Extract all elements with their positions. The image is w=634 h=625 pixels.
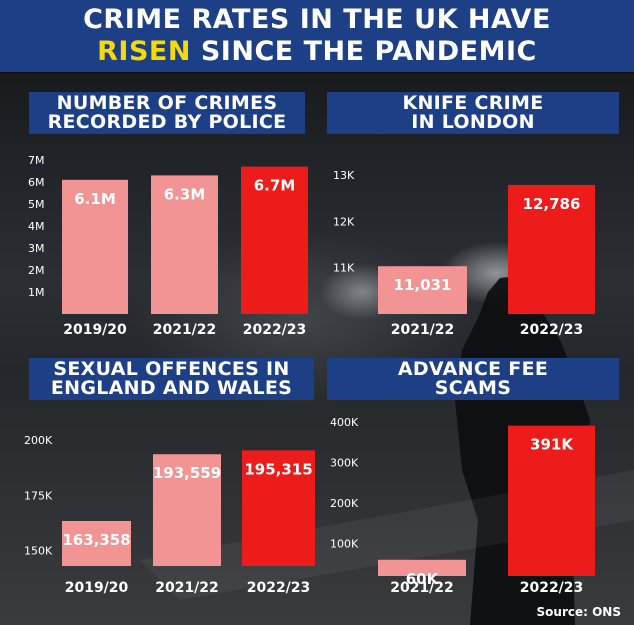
- headline-line-2-rest: SINCE THE PANDEMIC: [190, 36, 537, 67]
- headline-line-2: RISEN SINCE THE PANDEMIC: [0, 36, 634, 68]
- crimes-bar-2022-23: [241, 166, 308, 314]
- knife-category-label: 2022/23: [520, 322, 584, 338]
- fee-title-line-1: ADVANCE FEE: [397, 358, 549, 380]
- crimes-bar-2021-22: [151, 175, 218, 314]
- crimes-ytick-label: 5M: [28, 198, 45, 211]
- sexual-ytick-label: 150K: [24, 545, 53, 558]
- sexual-bar-2021-22: [153, 454, 221, 566]
- sexual-category-label: 2021/22: [155, 580, 219, 596]
- headline-accent-word: RISEN: [97, 36, 191, 67]
- sexual-bar-2022-23: [242, 450, 315, 566]
- sexual-bar-2019-20: [62, 520, 131, 566]
- crimes-category-label: 2021/22: [153, 322, 217, 338]
- crimes-title-line-2: RECORDED BY POLICE: [47, 111, 287, 133]
- sexual-category-label: 2019/20: [65, 580, 129, 596]
- fee-title-line-2: SCAMS: [434, 377, 512, 399]
- sexual-value-label: 193,559: [153, 464, 221, 482]
- crimes-title-line-1: NUMBER OF CRIMES: [56, 92, 278, 114]
- fee-bar-2022-23: [508, 425, 595, 576]
- sexual-ytick-label: 175K: [24, 489, 53, 502]
- crimes-ytick-label: 6M: [28, 176, 45, 189]
- sexual-category-label: 2022/23: [247, 580, 311, 596]
- knife-ytick-label: 11K: [333, 262, 355, 275]
- knife-ytick-label: 13K: [333, 169, 355, 182]
- knife-value-label: 11,031: [394, 276, 452, 294]
- crimes-ytick-label: 2M: [28, 264, 45, 277]
- sexual-chart-title: SEXUAL OFFENCES IN ENGLAND AND WALES: [29, 358, 314, 400]
- fee-ytick-label: 400K: [330, 416, 359, 429]
- fee-category-label: 2022/23: [520, 580, 584, 596]
- knife-value-label: 12,786: [523, 195, 581, 213]
- sexual-ytick-label: 200K: [24, 434, 53, 447]
- crimes-ytick-label: 3M: [28, 242, 45, 255]
- source-note: Source: ONS: [536, 605, 621, 619]
- fee-category-label: 2021/22: [390, 580, 454, 596]
- sexual-value-label: 195,315: [244, 460, 312, 478]
- fee-value-label: 60K: [406, 570, 440, 588]
- sexual-title-line-1: SEXUAL OFFENCES IN: [53, 358, 290, 380]
- headline-banner: CRIME RATES IN THE UK HAVE RISEN SINCE T…: [0, 0, 634, 72]
- fee-bar-2021-22: [378, 559, 466, 576]
- knife-bar-2021-22: [378, 266, 467, 314]
- knife-bar-2022-23: [508, 184, 595, 314]
- crimes-value-label: 6.3M: [164, 185, 206, 203]
- sexual-title-line-2: ENGLAND AND WALES: [50, 377, 293, 399]
- crimes-chart-title: NUMBER OF CRIMES RECORDED BY POLICE: [29, 92, 305, 134]
- fee-chart-title: ADVANCE FEE SCAMS: [327, 358, 619, 400]
- knife-ytick-label: 12K: [333, 215, 355, 228]
- crimes-ytick-label: 1M: [28, 286, 45, 299]
- fee-value-label: 391K: [530, 436, 574, 454]
- knife-title-line-1: KNIFE CRIME: [402, 92, 544, 114]
- sexual-value-label: 163,358: [62, 531, 130, 549]
- fee-ytick-label: 100K: [330, 538, 359, 551]
- knife-chart-title: KNIFE CRIME IN LONDON: [327, 92, 619, 134]
- fee-ytick-label: 300K: [330, 457, 359, 470]
- knife-title-line-2: IN LONDON: [411, 111, 535, 133]
- fee-ytick-label: 200K: [330, 497, 359, 510]
- crimes-value-label: 6.7M: [254, 177, 296, 195]
- crimes-ytick-label: 4M: [28, 220, 45, 233]
- crimes-value-label: 6.1M: [74, 190, 116, 208]
- crimes-bar-2019-20: [62, 179, 128, 314]
- knife-category-label: 2021/22: [391, 322, 455, 338]
- crimes-category-label: 2022/23: [243, 322, 307, 338]
- crimes-ytick-label: 7M: [28, 154, 45, 167]
- crimes-category-label: 2019/20: [63, 322, 127, 338]
- headline-line-1: CRIME RATES IN THE UK HAVE: [83, 4, 551, 35]
